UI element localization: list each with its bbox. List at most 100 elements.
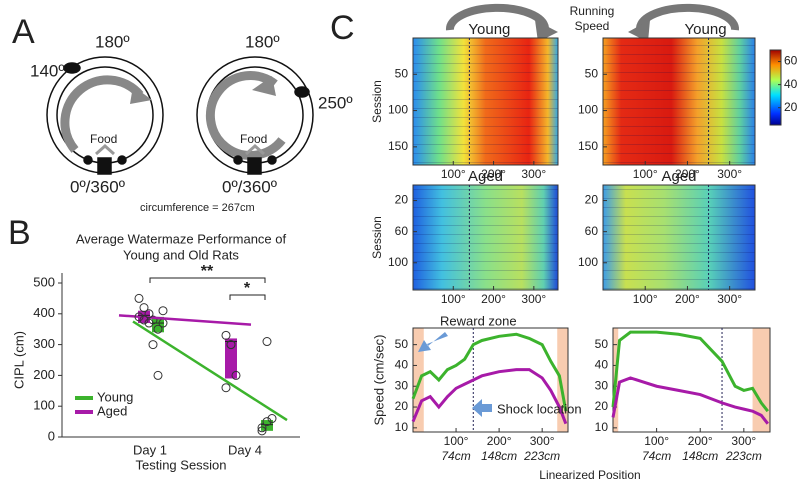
point (148, 340, 158, 350)
x-tick-label: Day 1 (133, 442, 167, 457)
y-tick-label: 30 (395, 378, 409, 392)
y-tick-label: 200 (33, 367, 55, 382)
direction-arrow (445, 3, 740, 31)
point (139, 315, 149, 325)
x-axis-label: Testing Session (135, 457, 226, 472)
reward-zone (557, 328, 568, 432)
point (139, 303, 149, 313)
point (257, 423, 267, 433)
frame (412, 37, 559, 166)
y-tick-label: 60 (395, 224, 409, 238)
sig-label: ** (201, 263, 214, 280)
y-tick-label: 50 (585, 66, 599, 80)
point (153, 370, 163, 380)
point (158, 306, 168, 316)
x-tick-label: 100° (441, 167, 466, 181)
y-tick-label: 150 (388, 139, 408, 153)
point (134, 293, 144, 303)
x-tick-label: 300° (521, 167, 546, 181)
panel-title: Aged (468, 168, 503, 185)
panel-label: B (8, 214, 31, 252)
box (152, 316, 164, 333)
y-tick-label: 10 (595, 420, 609, 434)
cbar-tick-label: 60 (784, 54, 798, 68)
caption: circumference = 267cm (140, 202, 255, 214)
frame (412, 327, 569, 433)
point (231, 370, 241, 380)
y-tick-label: 30 (595, 378, 609, 392)
food-label: Food (90, 132, 117, 146)
x-tick-label: 300° (731, 434, 756, 448)
chart-title: Young and Old Rats (123, 247, 239, 262)
y-axis-label: Speed (cm/sec) (371, 334, 386, 425)
point (221, 330, 231, 340)
x-tick-label: Day 4 (228, 442, 262, 457)
frame (412, 184, 559, 291)
mean-line (132, 320, 288, 422)
x-tick-label: 100° (633, 167, 658, 181)
y-tick-label: 100 (388, 255, 408, 269)
y-tick-label: 100 (578, 103, 598, 117)
x-tick-label-cm: 148cm (481, 449, 517, 463)
heatmap-texture (413, 185, 558, 290)
point (144, 309, 154, 319)
sig-label: * (244, 280, 251, 297)
x-tick-label-cm: 223cm (523, 449, 560, 463)
speed-line (611, 376, 769, 425)
cbar-tick-label: 40 (784, 77, 798, 91)
legend-label: Aged (97, 403, 127, 418)
legend-label: Young (97, 389, 133, 404)
x-tick-label-cm: 74cm (642, 449, 671, 463)
x-tick-label: 300° (521, 292, 546, 306)
angle-label: 250º (318, 93, 353, 112)
angle-label: 0º/360º (222, 177, 277, 196)
point (262, 337, 272, 347)
heatmap-texture (603, 38, 755, 165)
speed-line (611, 330, 769, 413)
x-tick-label: 100° (644, 434, 669, 448)
arrow-head (628, 20, 650, 42)
angle-label: 0º/360º (70, 177, 125, 196)
angle-label: 180º (95, 32, 130, 51)
x-tick-label: 200° (481, 167, 506, 181)
y-tick-label: 10 (395, 420, 409, 434)
speed-title: Speed (575, 19, 610, 33)
y-tick-label: 300 (33, 336, 55, 351)
x-tick-label: 200° (675, 167, 700, 181)
y-axis-label: CIPL (cm) (11, 331, 26, 389)
y-tick-label: 100 (388, 103, 408, 117)
point (153, 324, 163, 334)
panel-title: Young (468, 21, 510, 38)
point (257, 426, 267, 436)
panel-title: Aged (661, 168, 696, 185)
heatmap-texture (413, 38, 558, 165)
point (267, 414, 277, 424)
frame (602, 37, 756, 166)
point (226, 340, 236, 350)
reward-zone (413, 328, 424, 432)
point (134, 312, 144, 322)
box (225, 338, 237, 379)
y-tick-label: 50 (395, 66, 409, 80)
x-tick-label: 100° (633, 292, 658, 306)
y-tick-label: 400 (33, 305, 55, 320)
y-tick-label: 60 (585, 224, 599, 238)
y-tick-label: 40 (395, 358, 409, 372)
point (144, 318, 154, 328)
sig-bracket (229, 294, 266, 300)
x-tick-label: 300° (717, 292, 742, 306)
x-tick-label: 200° (688, 434, 713, 448)
x-tick-label: 100° (441, 292, 466, 306)
sig-bracket (149, 277, 266, 283)
y-axis-label: Session (370, 216, 384, 259)
x-tick-label-cm: 148cm (682, 449, 718, 463)
y-tick-label: 20 (395, 399, 409, 413)
y-tick-label: 150 (578, 139, 598, 153)
arrow-head (535, 20, 558, 42)
panel-label: A (12, 13, 35, 51)
y-tick-label: 20 (595, 399, 609, 413)
angle-label: 180º (245, 32, 280, 51)
x-axis-label: Linearized Position (539, 468, 640, 482)
y-tick-label: 50 (595, 337, 609, 351)
